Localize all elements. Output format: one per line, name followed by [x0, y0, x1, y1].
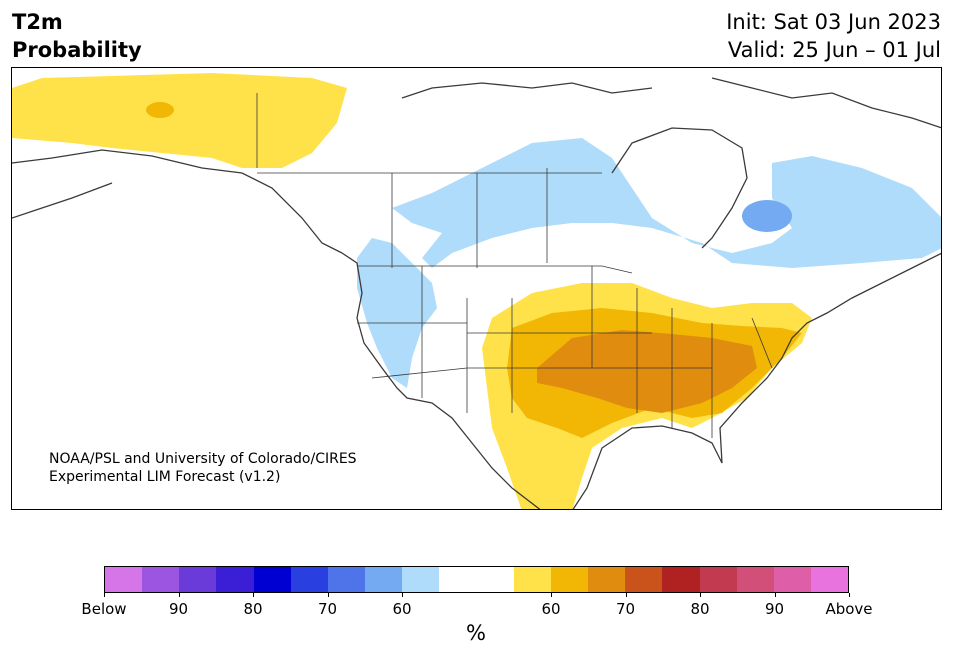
colorbar-tick-label: Below	[81, 600, 127, 618]
credit-line-1: NOAA/PSL and University of Colorado/CIRE…	[49, 451, 357, 467]
title-variable: T2m	[12, 10, 63, 34]
colorbar-tick-mark	[849, 593, 850, 597]
colorbar-tick-mark	[253, 593, 254, 597]
init-date: Init: Sat 03 Jun 2023	[726, 10, 941, 34]
colorbar-segment	[253, 567, 291, 592]
colorbar-tick-mark	[402, 593, 403, 597]
colorbar-segment	[365, 567, 403, 592]
colorbar-segment	[290, 567, 328, 592]
colorbar-tick-mark	[551, 593, 552, 597]
colorbar-segment	[625, 567, 663, 592]
colorbar-segment	[588, 567, 626, 592]
colorbar-segment	[216, 567, 254, 592]
colorbar-segment	[105, 567, 143, 592]
map-credit: NOAA/PSL and University of Colorado/CIRE…	[49, 450, 357, 486]
colorbar-segment	[773, 567, 811, 592]
colorbar-segment	[550, 567, 589, 592]
map-svg	[12, 73, 941, 509]
colorbar-segment	[142, 567, 180, 592]
colorbar-unit: %	[466, 621, 486, 645]
colorbar-tick-label: 90	[168, 600, 189, 618]
colorbar-tick-label: 80	[690, 600, 710, 618]
colorbar-tick-mark	[700, 593, 701, 597]
colorbar-tick-mark	[104, 593, 105, 597]
colorbar-segment	[476, 567, 514, 592]
colorbar-tick-mark	[327, 593, 329, 597]
forecast-map: NOAA/PSL and University of Colorado/CIRE…	[11, 67, 942, 510]
colorbar-tick-label: 60	[392, 600, 412, 618]
colorbar-segment	[439, 567, 477, 592]
colorbar-tick-label: 60	[541, 600, 561, 618]
map-title: T2m Probability	[12, 8, 142, 64]
pacific-nw-below-60-region	[357, 238, 437, 388]
colorbar-tick-label: 90	[764, 600, 785, 618]
colorbar-segment	[327, 567, 366, 592]
colorbar-tick-label: 70	[615, 600, 636, 618]
colorbar-segment	[736, 567, 774, 592]
valid-range: Valid: 25 Jun – 01 Jul	[727, 38, 941, 62]
colorbar-segment	[513, 567, 551, 592]
canada-below-60-region	[392, 138, 941, 268]
colorbar-tick-label: 80	[243, 600, 263, 618]
title-type: Probability	[12, 38, 142, 62]
colorbar	[104, 566, 849, 593]
colorbar-tick-mark	[178, 593, 180, 597]
colorbar-segment	[662, 567, 700, 592]
hudson-below-70-region	[742, 200, 792, 232]
political-boundaries	[256, 93, 773, 438]
forecast-dates: Init: Sat 03 Jun 2023 Valid: 25 Jun – 01…	[726, 8, 941, 64]
colorbar-segment	[402, 567, 440, 592]
colorbar-tick-label: 70	[317, 600, 338, 618]
alaska-above-50-region	[12, 73, 347, 168]
colorbar-tick-label: Above	[825, 600, 873, 618]
colorbar-tick-mark	[625, 593, 627, 597]
colorbar-segment	[179, 567, 217, 592]
alaska-above-60-region	[146, 102, 174, 118]
colorbar-segment	[699, 567, 737, 592]
colorbar-segment	[810, 567, 849, 592]
colorbar-tick-mark	[774, 593, 776, 597]
coastlines	[12, 77, 941, 509]
credit-line-2: Experimental LIM Forecast (v1.2)	[49, 469, 281, 485]
